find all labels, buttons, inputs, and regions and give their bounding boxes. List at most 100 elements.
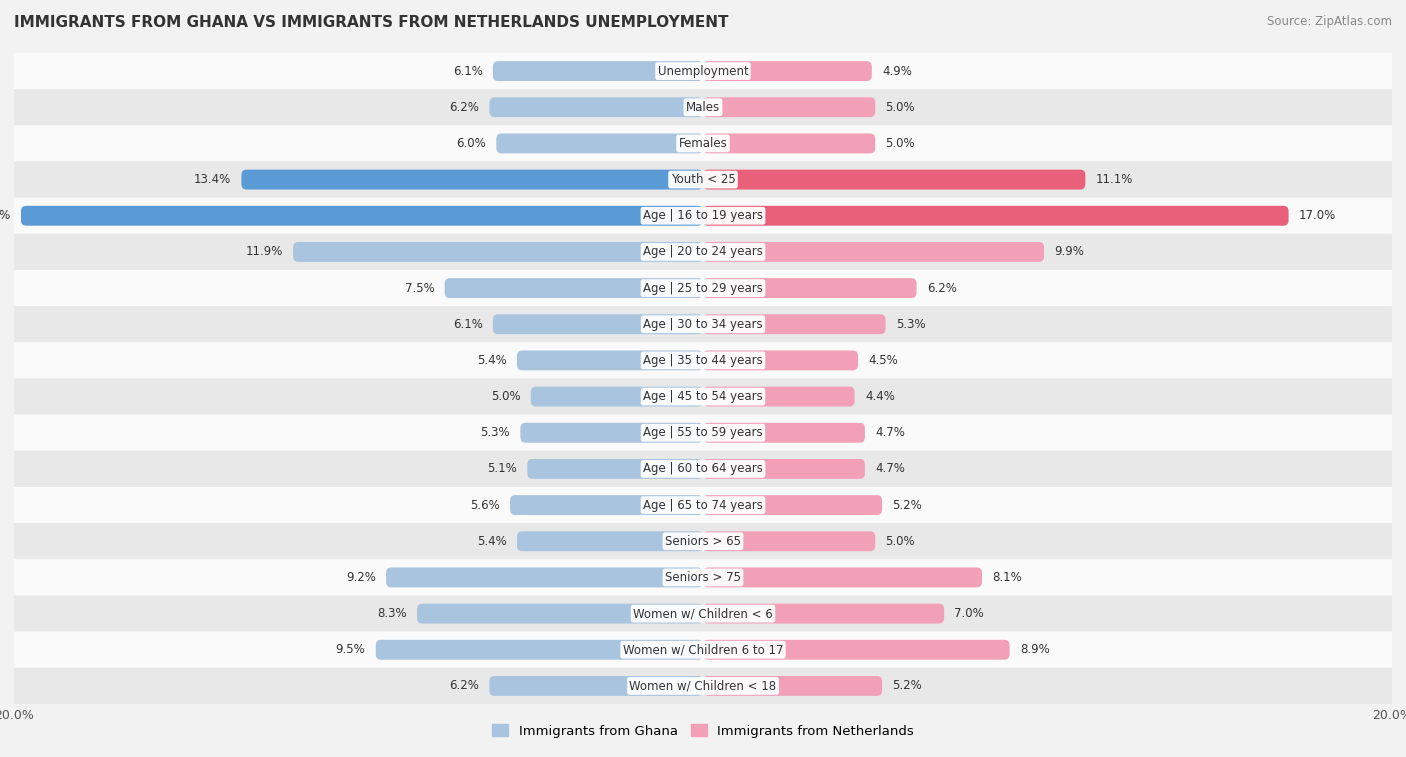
Text: Unemployment: Unemployment xyxy=(658,64,748,77)
FancyBboxPatch shape xyxy=(14,668,1392,704)
FancyBboxPatch shape xyxy=(703,531,875,551)
FancyBboxPatch shape xyxy=(14,89,1392,126)
Legend: Immigrants from Ghana, Immigrants from Netherlands: Immigrants from Ghana, Immigrants from N… xyxy=(486,719,920,743)
FancyBboxPatch shape xyxy=(703,242,1045,262)
FancyBboxPatch shape xyxy=(14,306,1392,342)
FancyBboxPatch shape xyxy=(14,234,1392,270)
Text: Age | 65 to 74 years: Age | 65 to 74 years xyxy=(643,499,763,512)
FancyBboxPatch shape xyxy=(14,378,1392,415)
Text: Age | 45 to 54 years: Age | 45 to 54 years xyxy=(643,390,763,403)
FancyBboxPatch shape xyxy=(292,242,703,262)
Text: Age | 30 to 34 years: Age | 30 to 34 years xyxy=(643,318,763,331)
Text: 6.2%: 6.2% xyxy=(450,101,479,114)
FancyBboxPatch shape xyxy=(14,631,1392,668)
Text: Source: ZipAtlas.com: Source: ZipAtlas.com xyxy=(1267,15,1392,28)
Text: 9.5%: 9.5% xyxy=(336,643,366,656)
Text: Age | 35 to 44 years: Age | 35 to 44 years xyxy=(643,354,763,367)
Text: 9.2%: 9.2% xyxy=(346,571,375,584)
FancyBboxPatch shape xyxy=(703,350,858,370)
Text: 5.4%: 5.4% xyxy=(477,534,506,548)
FancyBboxPatch shape xyxy=(14,559,1392,596)
Text: 5.3%: 5.3% xyxy=(896,318,925,331)
Text: 19.8%: 19.8% xyxy=(0,209,11,223)
FancyBboxPatch shape xyxy=(496,133,703,154)
FancyBboxPatch shape xyxy=(494,61,703,81)
FancyBboxPatch shape xyxy=(418,603,703,624)
FancyBboxPatch shape xyxy=(703,495,882,515)
FancyBboxPatch shape xyxy=(703,98,875,117)
FancyBboxPatch shape xyxy=(14,161,1392,198)
FancyBboxPatch shape xyxy=(14,451,1392,487)
Text: 5.2%: 5.2% xyxy=(893,499,922,512)
FancyBboxPatch shape xyxy=(517,350,703,370)
Text: 4.5%: 4.5% xyxy=(869,354,898,367)
Text: 4.4%: 4.4% xyxy=(865,390,894,403)
FancyBboxPatch shape xyxy=(703,459,865,479)
FancyBboxPatch shape xyxy=(14,523,1392,559)
FancyBboxPatch shape xyxy=(703,603,945,624)
Text: Females: Females xyxy=(679,137,727,150)
Text: 5.0%: 5.0% xyxy=(886,137,915,150)
Text: Women w/ Children < 18: Women w/ Children < 18 xyxy=(630,680,776,693)
FancyBboxPatch shape xyxy=(14,415,1392,451)
FancyBboxPatch shape xyxy=(14,126,1392,161)
Text: 5.4%: 5.4% xyxy=(477,354,506,367)
FancyBboxPatch shape xyxy=(489,676,703,696)
FancyBboxPatch shape xyxy=(703,387,855,407)
Text: Age | 55 to 59 years: Age | 55 to 59 years xyxy=(643,426,763,439)
FancyBboxPatch shape xyxy=(14,198,1392,234)
Text: 9.9%: 9.9% xyxy=(1054,245,1084,258)
Text: 8.3%: 8.3% xyxy=(377,607,406,620)
FancyBboxPatch shape xyxy=(703,568,981,587)
Text: Age | 16 to 19 years: Age | 16 to 19 years xyxy=(643,209,763,223)
Text: 13.4%: 13.4% xyxy=(194,173,231,186)
Text: 5.2%: 5.2% xyxy=(893,680,922,693)
Text: 5.0%: 5.0% xyxy=(886,101,915,114)
FancyBboxPatch shape xyxy=(703,61,872,81)
Text: Women w/ Children 6 to 17: Women w/ Children 6 to 17 xyxy=(623,643,783,656)
FancyBboxPatch shape xyxy=(387,568,703,587)
Text: Seniors > 75: Seniors > 75 xyxy=(665,571,741,584)
Text: 5.0%: 5.0% xyxy=(886,534,915,548)
FancyBboxPatch shape xyxy=(703,206,1289,226)
Text: 6.0%: 6.0% xyxy=(456,137,486,150)
FancyBboxPatch shape xyxy=(510,495,703,515)
FancyBboxPatch shape xyxy=(444,278,703,298)
FancyBboxPatch shape xyxy=(703,423,865,443)
FancyBboxPatch shape xyxy=(520,423,703,443)
FancyBboxPatch shape xyxy=(14,596,1392,631)
FancyBboxPatch shape xyxy=(527,459,703,479)
Text: Males: Males xyxy=(686,101,720,114)
Text: Age | 60 to 64 years: Age | 60 to 64 years xyxy=(643,463,763,475)
Text: 6.2%: 6.2% xyxy=(927,282,956,294)
Text: 8.1%: 8.1% xyxy=(993,571,1022,584)
FancyBboxPatch shape xyxy=(703,676,882,696)
Text: 5.0%: 5.0% xyxy=(491,390,520,403)
FancyBboxPatch shape xyxy=(14,487,1392,523)
Text: Youth < 25: Youth < 25 xyxy=(671,173,735,186)
Text: 6.1%: 6.1% xyxy=(453,64,482,77)
Text: Age | 25 to 29 years: Age | 25 to 29 years xyxy=(643,282,763,294)
Text: 5.1%: 5.1% xyxy=(488,463,517,475)
Text: IMMIGRANTS FROM GHANA VS IMMIGRANTS FROM NETHERLANDS UNEMPLOYMENT: IMMIGRANTS FROM GHANA VS IMMIGRANTS FROM… xyxy=(14,15,728,30)
Text: 8.9%: 8.9% xyxy=(1019,643,1050,656)
FancyBboxPatch shape xyxy=(14,270,1392,306)
Text: 11.9%: 11.9% xyxy=(246,245,283,258)
Text: Women w/ Children < 6: Women w/ Children < 6 xyxy=(633,607,773,620)
FancyBboxPatch shape xyxy=(703,640,1010,659)
Text: 4.7%: 4.7% xyxy=(875,426,905,439)
Text: 11.1%: 11.1% xyxy=(1095,173,1133,186)
FancyBboxPatch shape xyxy=(531,387,703,407)
FancyBboxPatch shape xyxy=(14,342,1392,378)
FancyBboxPatch shape xyxy=(703,278,917,298)
Text: 5.6%: 5.6% xyxy=(470,499,499,512)
Text: 7.5%: 7.5% xyxy=(405,282,434,294)
FancyBboxPatch shape xyxy=(21,206,703,226)
Text: Age | 20 to 24 years: Age | 20 to 24 years xyxy=(643,245,763,258)
Text: 7.0%: 7.0% xyxy=(955,607,984,620)
Text: 5.3%: 5.3% xyxy=(481,426,510,439)
FancyBboxPatch shape xyxy=(375,640,703,659)
FancyBboxPatch shape xyxy=(14,53,1392,89)
FancyBboxPatch shape xyxy=(489,98,703,117)
Text: Seniors > 65: Seniors > 65 xyxy=(665,534,741,548)
